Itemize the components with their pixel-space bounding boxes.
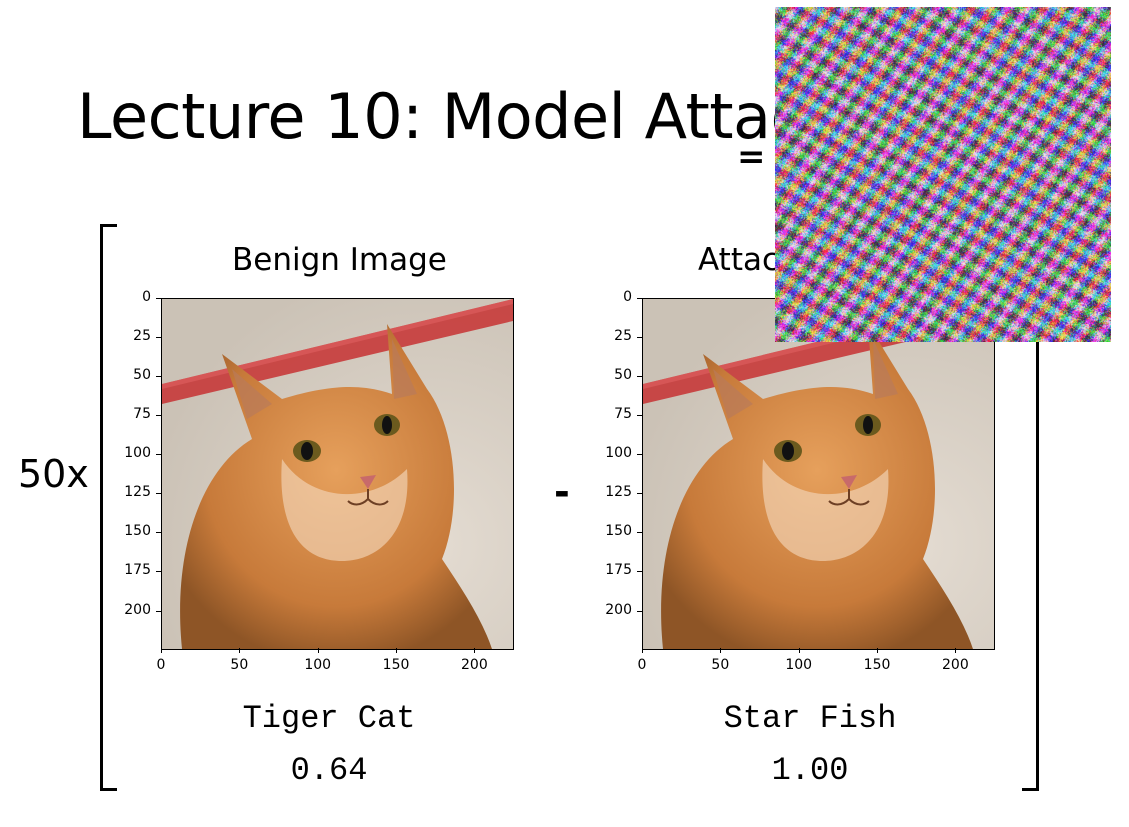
benign-image-title: Benign Image	[232, 242, 447, 278]
x-tick-label: 150	[863, 657, 891, 673]
y-tick-label: 125	[605, 484, 632, 501]
y-tick-label: 125	[124, 484, 151, 501]
y-tick-mark	[156, 415, 161, 417]
y-tick-mark	[637, 571, 642, 573]
attacked-image-plot	[642, 298, 995, 650]
y-tick-label: 200	[124, 601, 151, 618]
y-tick-label: 0	[623, 289, 632, 305]
x-tick-label: 0	[156, 657, 166, 673]
left-bracket	[100, 224, 117, 791]
x-tick-mark	[239, 648, 241, 653]
y-tick-mark	[156, 337, 161, 339]
scale-factor-label: 50x	[18, 452, 89, 496]
y-tick-label: 50	[614, 367, 632, 384]
x-tick-label: 50	[711, 657, 730, 673]
y-tick-label: 25	[614, 328, 632, 345]
equals-operator: =	[737, 137, 766, 177]
x-tick-label: 100	[304, 657, 332, 673]
y-tick-label: 150	[605, 523, 632, 540]
y-tick-label: 175	[124, 562, 151, 579]
benign-prediction-score: 0.64	[290, 752, 368, 789]
x-tick-mark	[474, 648, 476, 653]
y-tick-mark	[637, 298, 642, 299]
x-tick-mark	[955, 648, 957, 653]
y-tick-label: 0	[142, 289, 151, 305]
benign-cat-image	[162, 299, 513, 649]
x-tick-mark	[798, 648, 800, 653]
y-tick-mark	[637, 532, 642, 534]
attacked-prediction-label: Star Fish	[723, 700, 897, 737]
noise-canvas	[775, 7, 1111, 342]
y-tick-mark	[156, 571, 161, 573]
minus-operator: -	[554, 470, 570, 514]
y-tick-label: 100	[605, 445, 632, 462]
y-tick-label: 75	[133, 406, 151, 423]
y-tick-label: 25	[133, 328, 151, 345]
y-tick-mark	[156, 376, 161, 378]
y-tick-mark	[156, 454, 161, 456]
y-tick-mark	[637, 415, 642, 417]
y-tick-mark	[637, 376, 642, 378]
y-tick-label: 50	[133, 367, 151, 384]
x-tick-mark	[720, 648, 722, 653]
y-tick-label: 75	[614, 406, 632, 423]
attacked-cat-image	[643, 299, 994, 649]
x-tick-mark	[317, 648, 319, 653]
x-tick-label: 0	[637, 657, 647, 673]
y-tick-mark	[637, 610, 642, 612]
x-tick-label: 150	[382, 657, 410, 673]
perturbation-noise-image	[775, 7, 1111, 342]
y-tick-label: 100	[124, 445, 151, 462]
y-tick-mark	[156, 298, 161, 299]
y-tick-mark	[156, 532, 161, 534]
x-tick-label: 50	[230, 657, 249, 673]
y-tick-label: 200	[605, 601, 632, 618]
y-tick-mark	[156, 610, 161, 612]
x-tick-mark	[877, 648, 879, 653]
x-tick-label: 100	[785, 657, 813, 673]
y-tick-mark	[637, 454, 642, 456]
attacked-prediction-score: 1.00	[771, 752, 849, 789]
y-tick-mark	[637, 337, 642, 339]
x-tick-mark	[161, 648, 162, 653]
benign-image-plot	[161, 298, 514, 650]
benign-prediction-label: Tiger Cat	[242, 700, 416, 737]
x-tick-mark	[642, 648, 643, 653]
y-tick-mark	[637, 493, 642, 495]
x-tick-label: 200	[461, 657, 488, 673]
y-tick-mark	[156, 493, 161, 495]
slide-title: Lecture 10: Model Attack	[77, 80, 840, 153]
y-tick-label: 150	[124, 523, 151, 540]
y-tick-label: 175	[605, 562, 632, 579]
x-tick-label: 200	[942, 657, 969, 673]
x-tick-mark	[396, 648, 398, 653]
